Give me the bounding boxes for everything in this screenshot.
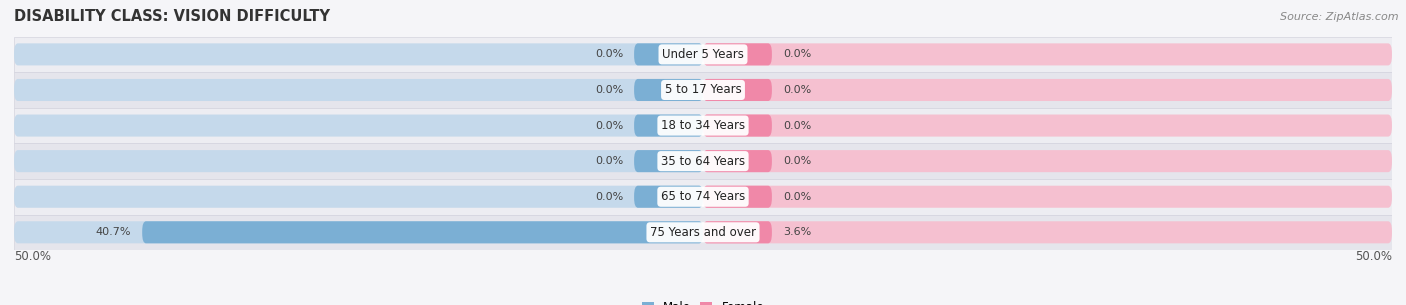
Text: 0.0%: 0.0%: [783, 120, 811, 131]
Text: 0.0%: 0.0%: [783, 85, 811, 95]
Bar: [14, 108, 1392, 143]
FancyBboxPatch shape: [703, 150, 1392, 172]
Text: 3.6%: 3.6%: [783, 227, 811, 237]
Text: 0.0%: 0.0%: [783, 192, 811, 202]
FancyBboxPatch shape: [14, 150, 703, 172]
Text: 75 Years and over: 75 Years and over: [650, 226, 756, 239]
FancyBboxPatch shape: [703, 115, 1392, 137]
Text: Source: ZipAtlas.com: Source: ZipAtlas.com: [1281, 12, 1399, 22]
Text: 0.0%: 0.0%: [783, 49, 811, 59]
FancyBboxPatch shape: [703, 43, 1392, 66]
FancyBboxPatch shape: [142, 221, 703, 243]
FancyBboxPatch shape: [703, 221, 772, 243]
FancyBboxPatch shape: [14, 43, 703, 66]
FancyBboxPatch shape: [14, 115, 703, 137]
FancyBboxPatch shape: [634, 79, 703, 101]
Text: 50.0%: 50.0%: [14, 250, 51, 263]
Text: 0.0%: 0.0%: [595, 120, 623, 131]
Text: 18 to 34 Years: 18 to 34 Years: [661, 119, 745, 132]
Text: 0.0%: 0.0%: [595, 49, 623, 59]
Bar: [14, 143, 1392, 179]
Text: 40.7%: 40.7%: [96, 227, 131, 237]
FancyBboxPatch shape: [703, 150, 772, 172]
FancyBboxPatch shape: [634, 186, 703, 208]
FancyBboxPatch shape: [703, 221, 1392, 243]
Text: DISABILITY CLASS: VISION DIFFICULTY: DISABILITY CLASS: VISION DIFFICULTY: [14, 9, 330, 24]
FancyBboxPatch shape: [14, 221, 703, 243]
Text: 35 to 64 Years: 35 to 64 Years: [661, 155, 745, 168]
Text: 65 to 74 Years: 65 to 74 Years: [661, 190, 745, 203]
FancyBboxPatch shape: [703, 186, 772, 208]
FancyBboxPatch shape: [703, 186, 1392, 208]
FancyBboxPatch shape: [14, 79, 703, 101]
Text: 0.0%: 0.0%: [595, 85, 623, 95]
Text: Under 5 Years: Under 5 Years: [662, 48, 744, 61]
FancyBboxPatch shape: [634, 43, 703, 66]
FancyBboxPatch shape: [703, 79, 772, 101]
Legend: Male, Female: Male, Female: [637, 296, 769, 305]
FancyBboxPatch shape: [14, 186, 703, 208]
Bar: [14, 179, 1392, 214]
Text: 5 to 17 Years: 5 to 17 Years: [665, 84, 741, 96]
Text: 0.0%: 0.0%: [595, 192, 623, 202]
Text: 0.0%: 0.0%: [595, 156, 623, 166]
FancyBboxPatch shape: [634, 115, 703, 137]
Bar: [14, 72, 1392, 108]
Text: 50.0%: 50.0%: [1355, 250, 1392, 263]
Bar: [14, 37, 1392, 72]
FancyBboxPatch shape: [703, 43, 772, 66]
FancyBboxPatch shape: [634, 150, 703, 172]
FancyBboxPatch shape: [703, 79, 1392, 101]
Text: 0.0%: 0.0%: [783, 156, 811, 166]
FancyBboxPatch shape: [703, 115, 772, 137]
Bar: [14, 214, 1392, 250]
